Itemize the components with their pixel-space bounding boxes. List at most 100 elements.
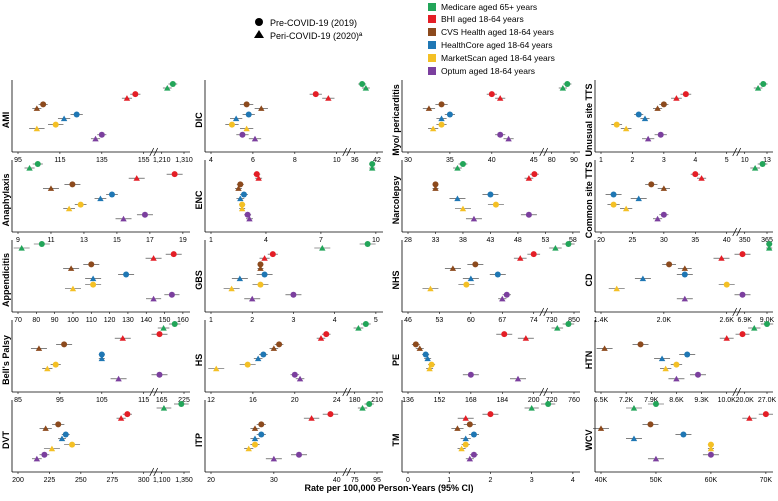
x-tick-label: 1.4K: [594, 317, 609, 324]
point-peri-optum: [249, 295, 256, 302]
x-tick-label: 135: [96, 157, 108, 164]
point-pre-bhi: [253, 171, 260, 178]
legend-label-marketscan: MarketScan aged 18-64 years: [441, 53, 555, 63]
point-peri-marketscan: [213, 365, 220, 372]
point-peri-healthcore: [454, 195, 461, 202]
point-pre-marketscan: [492, 201, 499, 208]
point-pre-marketscan: [462, 441, 469, 448]
point-pre-optum: [98, 131, 105, 138]
axis-break: [149, 387, 159, 397]
axis-break: [149, 147, 159, 157]
point-pre-medicare: [366, 401, 373, 407]
point-pre-marketscan: [90, 281, 97, 288]
panel-dvt: DVT 200 225 250 275 300 1,100 1,350: [1, 400, 193, 484]
point-peri-cvs-health: [42, 425, 49, 431]
legend-db-2: CVS Health aged 18-64 years: [428, 27, 554, 37]
point-peri-optum: [120, 215, 127, 222]
point-peri-cvs-health: [270, 345, 278, 351]
point-pre-optum: [467, 371, 474, 378]
x-tick-label: 15: [113, 237, 121, 244]
point-pre-bhi: [323, 331, 330, 338]
point-pre-cvs-health: [40, 101, 47, 108]
point-peri-marketscan: [48, 445, 56, 452]
axis-break: [342, 387, 352, 397]
point-peri-optum: [652, 455, 660, 462]
point-pre-marketscan: [52, 121, 59, 128]
axis-break: [342, 467, 352, 477]
panel-title: Unusual site TTS: [584, 83, 594, 156]
x-tick-label: 46: [404, 317, 412, 324]
point-peri-healthcore: [438, 115, 445, 122]
x-tick-label: 30: [404, 157, 412, 164]
x-tick-label: 0: [406, 477, 410, 484]
legend-pre-label: Pre-COVID-19 (2019): [270, 18, 357, 28]
point-pre-optum: [296, 451, 303, 458]
point-pre-healthcore: [258, 431, 265, 438]
x-tick-label: 720: [546, 397, 558, 404]
point-pre-healthcore: [73, 111, 80, 118]
point-peri-marketscan: [426, 365, 433, 372]
x-tick-label: 10.0K: [718, 397, 737, 404]
point-peri-medicare: [528, 405, 535, 411]
point-peri-optum: [514, 375, 522, 382]
point-peri-healthcore: [98, 355, 106, 362]
point-pre-optum: [168, 291, 175, 298]
point-pre-bhi: [170, 251, 177, 258]
x-tick-label: 10: [372, 237, 380, 244]
x-tick-label: 184: [496, 397, 508, 404]
panel-dic: DIC 4 6 8 10 36 42: [194, 80, 383, 164]
axis-break: [732, 307, 742, 317]
point-peri-bhi: [308, 415, 315, 421]
point-peri-healthcore: [641, 115, 649, 122]
x-tick-label: 730: [546, 317, 558, 324]
point-peri-optum: [644, 135, 652, 142]
x-tick-label: 115: [138, 397, 149, 404]
point-pre-medicare: [364, 241, 371, 247]
axis-break: [149, 467, 159, 477]
point-peri-marketscan: [427, 285, 434, 292]
panel-bell-s-palsy: Bell's Palsy 85 95 105 115 165 225: [1, 320, 190, 404]
axis-break: [732, 147, 742, 157]
legend-shape-pre: Pre-COVID-19 (2019): [255, 18, 357, 28]
x-tick-label: 8.6K: [669, 397, 684, 404]
x-tick-label: 1,210: [153, 157, 171, 164]
point-peri-cvs-health: [416, 345, 423, 351]
legend-swatch-marketscan: [428, 54, 436, 62]
point-pre-cvs-health: [432, 181, 439, 188]
panel-title: WCV: [584, 430, 594, 451]
x-tick-label: 105: [96, 397, 108, 404]
x-tick-label: 40: [723, 237, 731, 244]
point-pre-cvs-health: [257, 261, 264, 268]
point-peri-medicare: [362, 85, 370, 91]
panel-title: Appendicitis: [1, 253, 11, 307]
x-tick-label: 3: [530, 477, 534, 484]
point-peri-healthcore: [462, 435, 469, 442]
point-pre-bhi: [739, 251, 746, 258]
panel-title: DIC: [194, 112, 204, 128]
point-pre-healthcore: [260, 351, 267, 358]
point-pre-bhi: [692, 171, 699, 178]
point-peri-medicare: [554, 325, 561, 331]
point-pre-bhi: [487, 411, 494, 418]
panel-nhs: NHS 46 53 60 67 74 730 850: [391, 240, 580, 324]
point-peri-cvs-health: [449, 265, 457, 271]
point-pre-marketscan: [239, 201, 246, 208]
point-peri-optum: [92, 135, 99, 142]
x-tick-label: 53: [542, 237, 550, 244]
x-tick-label: 7: [319, 237, 323, 244]
x-tick-label: 35: [446, 157, 454, 164]
point-peri-cvs-health: [681, 265, 689, 271]
point-peri-bhi: [517, 255, 524, 261]
point-pre-medicare: [459, 161, 466, 167]
x-tick-label: 6.9K: [738, 317, 753, 324]
x-tick-label: 1: [209, 317, 213, 324]
x-tick-label: 27.0K: [758, 397, 777, 404]
x-tick-label: 140: [140, 317, 152, 324]
legend-swatch-bhi: [428, 15, 436, 23]
point-pre-bhi: [488, 91, 495, 98]
point-peri-healthcore: [89, 275, 97, 282]
point-peri-marketscan: [662, 365, 669, 372]
point-peri-bhi: [698, 175, 705, 181]
point-pre-marketscan: [244, 361, 251, 368]
point-peri-marketscan: [459, 205, 467, 212]
